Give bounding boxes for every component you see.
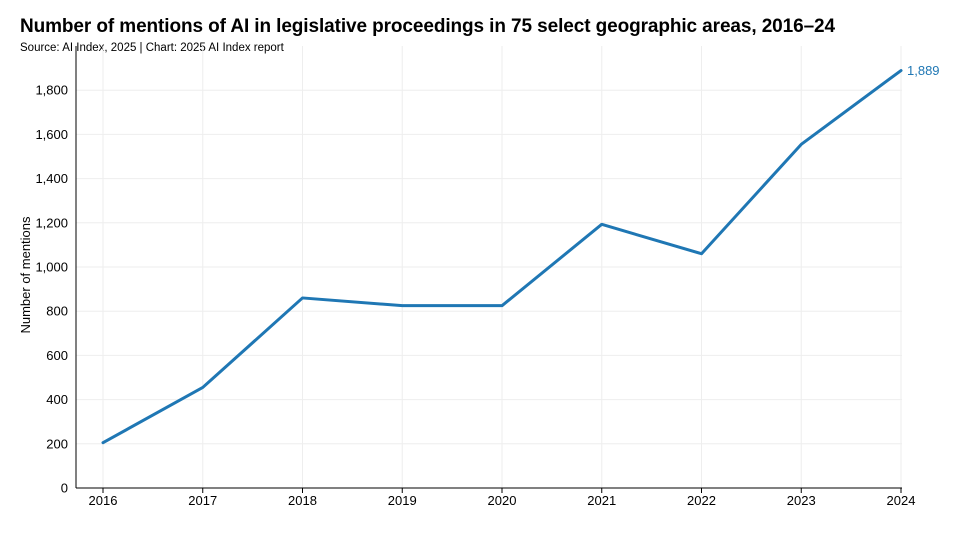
y-axis-label: Number of mentions: [18, 216, 33, 334]
x-tick-label: 2019: [388, 493, 417, 508]
series: [101, 69, 903, 445]
y-tick-label: 600: [46, 348, 68, 363]
y-tick-label: 800: [46, 304, 68, 319]
y-tick-label: 1,600: [35, 127, 68, 142]
chart-source: Source: AI Index, 2025 | Chart: 2025 AI …: [20, 42, 284, 54]
axes: [75, 46, 902, 493]
y-tick-label: 1,800: [35, 83, 68, 98]
y-tick-label: 1,200: [35, 215, 68, 230]
y-tick-label: 0: [61, 481, 68, 496]
x-tick-label: 2021: [587, 493, 616, 508]
x-tick-label: 2016: [89, 493, 118, 508]
x-tick-label: 2020: [488, 493, 517, 508]
data-label: 1,889: [907, 63, 940, 78]
chart-title: Number of mentions of AI in legislative …: [20, 16, 835, 37]
grid-lines: [76, 46, 902, 488]
x-tick-label: 2017: [188, 493, 217, 508]
data-labels: 1,889: [907, 63, 940, 78]
x-tick-label: 2022: [687, 493, 716, 508]
x-tick-label: 2024: [887, 493, 916, 508]
y-tick-label: 400: [46, 392, 68, 407]
tick-labels: 0 200 400 600 800 1,000 1,200 1,400 1,600 1,800 20…: [35, 83, 915, 508]
y-tick-label: 200: [46, 436, 68, 451]
y-tick-label: 1,000: [35, 260, 68, 275]
x-tick-label: 2018: [288, 493, 317, 508]
x-tick-label: 2023: [787, 493, 816, 508]
y-tick-label: 1,400: [35, 171, 68, 186]
